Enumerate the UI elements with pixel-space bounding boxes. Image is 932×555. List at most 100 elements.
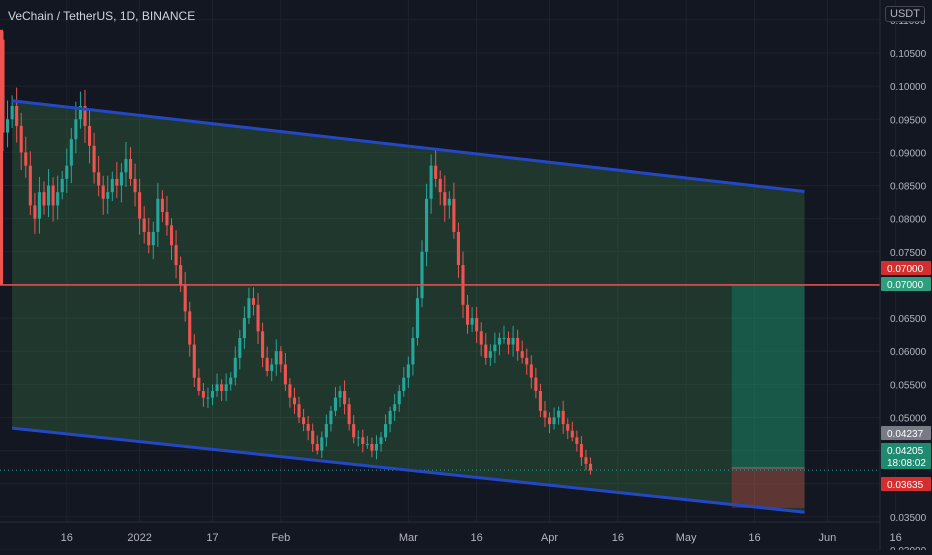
candle-body — [506, 337, 511, 345]
candle-body — [251, 298, 256, 305]
candle-body — [128, 159, 133, 179]
candle-body — [333, 397, 338, 411]
candle-body — [24, 152, 28, 166]
candle-body — [379, 437, 383, 444]
candle-body — [415, 298, 420, 338]
candle-body — [37, 192, 41, 219]
candle-body — [534, 377, 538, 391]
x-tick-label: 16 — [612, 532, 624, 544]
candle-body — [406, 364, 410, 378]
countdown-label: 18:08:02 — [887, 458, 926, 469]
candle-body — [92, 145, 96, 173]
y-tick-label: 0.10500 — [890, 49, 927, 60]
y-tick-label: 0.03500 — [890, 513, 927, 524]
candle-body — [311, 430, 315, 444]
candle-body — [302, 417, 306, 425]
candle-body — [215, 384, 219, 391]
candle-body — [233, 357, 237, 378]
candle-body — [525, 357, 529, 365]
candle-body — [274, 351, 278, 365]
candle-body — [402, 377, 406, 391]
candle-body — [384, 424, 388, 438]
candle-body — [197, 377, 201, 391]
candle-body — [557, 410, 561, 418]
channel-lower-line — [11, 426, 805, 514]
candle-body — [447, 198, 451, 206]
candle-body — [256, 304, 260, 332]
candle-body — [338, 390, 342, 398]
candle-body — [329, 410, 333, 425]
candle-body — [511, 337, 515, 345]
channel-fill — [12, 100, 805, 513]
candle-body — [224, 384, 228, 391]
candle-body — [425, 198, 429, 252]
y-tick-label: 0.06500 — [890, 314, 927, 325]
candle-body — [101, 185, 105, 199]
last-price-tag-label: 0.04205 — [887, 446, 924, 457]
candle-body — [324, 424, 328, 438]
candle-body — [456, 231, 460, 266]
candle-body — [97, 172, 101, 186]
candle-body — [470, 318, 474, 325]
candle-body — [520, 351, 524, 358]
candle-body — [297, 404, 301, 418]
x-tick-label: 16 — [471, 532, 483, 544]
candle-body — [169, 225, 174, 246]
candle-body — [210, 390, 215, 398]
y-tick-label: 0.06000 — [890, 347, 927, 358]
candle-body — [361, 437, 365, 444]
y-tick-label: 0.08500 — [890, 182, 927, 193]
candle-body — [370, 443, 374, 451]
currency-selector[interactable]: USDT — [885, 6, 925, 22]
candle-body — [0, 29, 3, 285]
candle-body — [543, 410, 547, 418]
y-tick-label: 0.10000 — [890, 82, 927, 93]
candle-body — [397, 390, 401, 405]
candle-body — [320, 437, 324, 451]
y-tick-label: 0.08000 — [890, 215, 927, 226]
candle-body — [19, 125, 23, 153]
x-tick-label: 16 — [61, 532, 73, 544]
y-tick-label: 0.03000 — [890, 546, 927, 550]
candle-body — [475, 318, 479, 332]
x-tick-label: 17 — [206, 532, 218, 544]
candle-body — [343, 390, 347, 405]
candle-body — [42, 192, 46, 206]
x-tick-label: May — [676, 532, 697, 544]
candle-body — [179, 265, 183, 285]
candle-body — [443, 192, 447, 206]
candle-body — [87, 125, 92, 146]
candle-body — [502, 337, 506, 339]
candle-body — [566, 424, 570, 431]
candle-body — [83, 106, 87, 126]
candle-body — [51, 185, 55, 206]
x-tick-label: Jun — [818, 532, 836, 544]
candle-body — [584, 457, 588, 464]
candle-body — [365, 443, 369, 445]
y-tick-label: 0.05000 — [890, 413, 927, 424]
candle-body — [288, 384, 292, 398]
candle-body — [74, 119, 78, 140]
candle-body — [279, 351, 283, 365]
candle-body — [151, 231, 155, 246]
candle-body — [160, 198, 164, 213]
profit-zone — [731, 284, 805, 469]
candle-body — [570, 430, 574, 438]
candle-body — [374, 443, 379, 451]
candle-body — [429, 165, 433, 199]
candle-body — [165, 212, 169, 226]
candle-body — [588, 463, 593, 471]
candle-body — [347, 404, 351, 425]
last-price-tag — [881, 443, 931, 469]
candle-body — [142, 218, 146, 232]
candle-body — [452, 198, 456, 232]
candle-body — [552, 417, 556, 425]
candle-body — [110, 178, 114, 193]
candle-body — [138, 192, 142, 219]
candle-body — [479, 331, 483, 345]
candle-body — [575, 437, 579, 444]
candle-body — [10, 106, 14, 120]
